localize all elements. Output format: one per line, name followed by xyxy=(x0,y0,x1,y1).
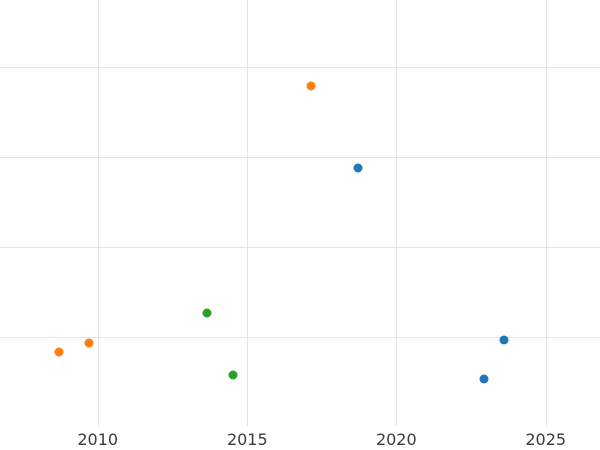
gridline-vertical xyxy=(247,0,249,426)
gridline-horizontal xyxy=(0,66,600,68)
scatter-point-green xyxy=(202,308,212,318)
scatter-point-orange xyxy=(84,338,94,348)
gridline-vertical xyxy=(545,0,547,426)
gridline-horizontal xyxy=(0,246,600,248)
x-tick-label: 2015 xyxy=(226,430,268,449)
scatter-point-blue xyxy=(353,163,363,173)
scatter-point-blue xyxy=(499,335,509,344)
x-tick-label: 2025 xyxy=(525,430,567,449)
gridline-horizontal xyxy=(0,156,600,158)
x-tick-label: 2010 xyxy=(77,430,119,449)
gridline-horizontal xyxy=(0,336,600,338)
scatter-point-orange xyxy=(306,81,316,91)
scatter-point-green xyxy=(228,370,238,380)
gridline-vertical xyxy=(97,0,99,426)
gridline-vertical xyxy=(396,0,398,426)
scatter-point-blue xyxy=(479,374,489,384)
x-tick-label: 2020 xyxy=(375,430,417,449)
scatter-point-orange xyxy=(54,347,64,357)
